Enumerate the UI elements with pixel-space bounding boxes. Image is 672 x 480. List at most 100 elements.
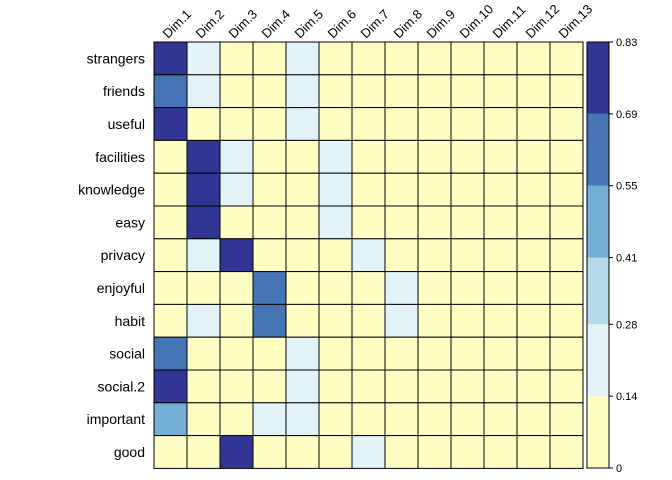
heatmap-cell	[252, 107, 287, 141]
heatmap-cell	[483, 303, 518, 338]
heatmap-cell	[219, 107, 254, 141]
column-label: Dim.9	[424, 7, 459, 42]
heatmap-cell	[219, 172, 254, 207]
heatmap-cell	[219, 41, 254, 76]
column-labels: Dim.1Dim.2Dim.3Dim.4Dim.5Dim.6Dim.7Dim.8…	[160, 1, 596, 41]
heatmap-cell	[252, 74, 287, 109]
heatmap-cell	[153, 435, 188, 469]
heatmap-cell	[153, 402, 188, 437]
heatmap-cell	[450, 336, 485, 371]
heatmap-cell	[219, 303, 254, 338]
heatmap-cell	[516, 336, 551, 371]
heatmap-cell	[318, 402, 353, 437]
heatmap-cell	[450, 402, 485, 437]
heatmap-cell	[549, 336, 584, 371]
row-label: important	[87, 411, 145, 427]
colorbar-tick-label: 0.14	[616, 391, 637, 403]
colorbar-frame	[586, 41, 610, 469]
heatmap-cell	[417, 369, 452, 404]
heatmap-cell	[186, 139, 221, 174]
heatmap-cell	[450, 172, 485, 207]
heatmap-cell	[417, 41, 452, 76]
heatmap-cell	[186, 74, 221, 109]
heatmap-cell	[549, 435, 584, 469]
heatmap-cell	[450, 369, 485, 404]
heatmap-cell	[417, 74, 452, 109]
row-label: enjoyful	[97, 280, 145, 296]
heatmap-cell	[450, 271, 485, 305]
heatmap-cell	[450, 107, 485, 141]
heatmap-cell	[285, 435, 320, 469]
heatmap-cell	[351, 74, 386, 109]
heatmap-cell	[153, 303, 188, 338]
heatmap-cell	[483, 205, 518, 240]
heatmap-cell	[252, 336, 287, 371]
heatmap-cell	[483, 139, 518, 174]
heatmap-cell	[516, 238, 551, 273]
heatmap-cell	[219, 336, 254, 371]
heatmap-cell	[483, 172, 518, 207]
heatmap-cell	[384, 271, 419, 305]
heatmap-cell	[450, 238, 485, 273]
heatmap-cell	[285, 41, 320, 76]
row-label: social.2	[98, 378, 146, 394]
heatmap-cell	[417, 205, 452, 240]
heatmap-cell	[153, 205, 188, 240]
heatmap-cell	[318, 41, 353, 76]
heatmap-cell	[153, 139, 188, 174]
row-label: privacy	[101, 247, 145, 263]
heatmap-cell	[186, 107, 221, 141]
heatmap-cell	[417, 107, 452, 141]
column-label: Dim.1	[160, 7, 195, 42]
heatmap-cell	[516, 303, 551, 338]
heatmap-cell	[417, 435, 452, 469]
heatmap-cell	[186, 41, 221, 76]
heatmap-cell	[483, 41, 518, 76]
heatmap-cell	[483, 271, 518, 305]
heatmap-cell	[483, 369, 518, 404]
heatmap-cell	[351, 303, 386, 338]
row-label: knowledge	[78, 182, 145, 198]
heatmap-cell	[549, 139, 584, 174]
heatmap-cell	[516, 172, 551, 207]
heatmap-cell	[318, 238, 353, 273]
heatmap-cell	[318, 271, 353, 305]
colorbar-tick-label: 0	[616, 463, 622, 475]
heatmap-cell	[252, 435, 287, 469]
heatmap-cell	[351, 107, 386, 141]
heatmap-cell	[417, 336, 452, 371]
heatmap-cell	[351, 271, 386, 305]
heatmap-cell	[483, 107, 518, 141]
heatmap-cell	[219, 435, 254, 469]
heatmap-cell	[417, 303, 452, 338]
heatmap-cell	[219, 369, 254, 404]
column-label: Dim.11	[490, 2, 529, 41]
heatmap-cell	[285, 205, 320, 240]
heatmap-cell	[384, 139, 419, 174]
heatmap-cell	[318, 303, 353, 338]
heatmap-cell	[285, 402, 320, 437]
heatmap-cell	[549, 74, 584, 109]
heatmap-cell	[351, 369, 386, 404]
colorbar-segment	[587, 324, 609, 397]
heatmap-cell	[351, 172, 386, 207]
heatmap-cell	[186, 205, 221, 240]
colorbar-tick-label: 0.69	[616, 109, 637, 121]
colorbar: 0 0.14 0.28 0.41 0.55 0.69 0.83	[586, 37, 637, 475]
heatmap-cell	[516, 271, 551, 305]
row-label: useful	[108, 116, 145, 132]
heatmap-cell	[285, 271, 320, 305]
heatmap-cells	[153, 41, 584, 469]
heatmap-cell	[252, 205, 287, 240]
colorbar-tick-label: 0.55	[616, 181, 637, 193]
heatmap-cell	[252, 238, 287, 273]
heatmap-cell	[318, 172, 353, 207]
heatmap-cell	[483, 74, 518, 109]
heatmap-cell	[549, 238, 584, 273]
heatmap-cell	[318, 107, 353, 141]
heatmap-cell	[219, 139, 254, 174]
row-label: friends	[103, 83, 145, 99]
colorbar-segment	[587, 185, 609, 258]
heatmap-cell	[384, 74, 419, 109]
column-label: Dim.6	[325, 7, 360, 42]
